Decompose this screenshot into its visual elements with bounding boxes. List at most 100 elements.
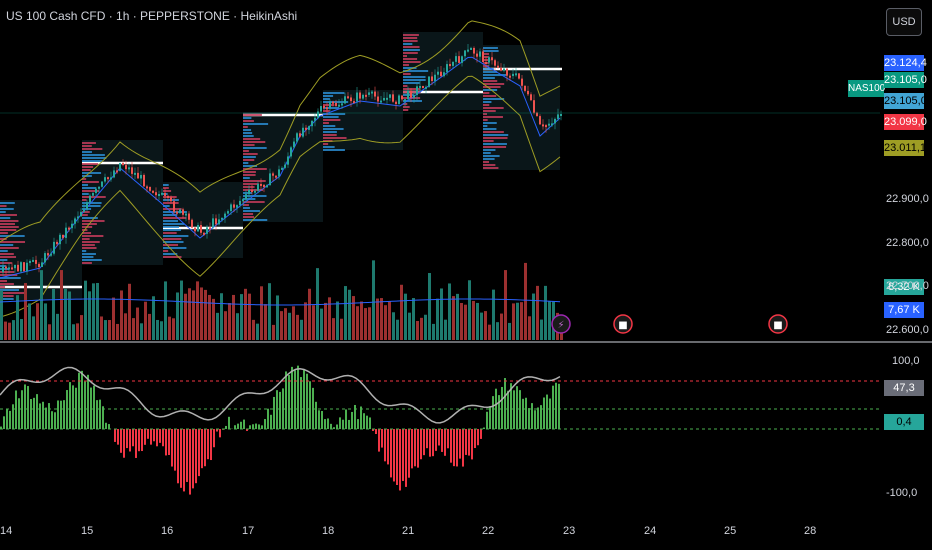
volume-profile-bar bbox=[163, 187, 169, 189]
volume-profile-bar bbox=[483, 152, 491, 154]
osc-hist-bar bbox=[321, 411, 323, 429]
candle-body bbox=[434, 74, 436, 82]
x-tick-label: 15 bbox=[81, 525, 94, 537]
volume-profile-bar bbox=[483, 158, 495, 160]
candle-body bbox=[92, 193, 94, 196]
volume-bar bbox=[92, 283, 95, 340]
osc-hist-bar bbox=[84, 381, 86, 429]
volume-profile-bar bbox=[483, 119, 488, 121]
osc-hist-bar bbox=[495, 388, 497, 429]
volume-profile-bar bbox=[163, 211, 187, 213]
candle-body bbox=[35, 259, 37, 264]
volume-profile-bar bbox=[0, 268, 10, 270]
osc-hist-bar bbox=[462, 429, 464, 467]
candle-body bbox=[266, 185, 268, 188]
candle-body bbox=[299, 133, 301, 137]
candle-body bbox=[89, 195, 91, 203]
volume-bar bbox=[260, 286, 263, 340]
osc-hist-bar bbox=[480, 429, 482, 439]
candle-body bbox=[419, 85, 421, 88]
volume-bar bbox=[64, 288, 67, 340]
osc-hist-bar bbox=[384, 429, 386, 462]
volume-profile-bar bbox=[403, 100, 422, 102]
volume-bar bbox=[468, 280, 471, 340]
volume-profile-bar bbox=[163, 241, 184, 243]
candle-body bbox=[44, 253, 46, 263]
volume-profile-bar bbox=[483, 50, 499, 52]
volume-bar bbox=[432, 323, 435, 340]
osc-hist-bar bbox=[270, 414, 272, 429]
volume-profile-bar bbox=[82, 232, 92, 234]
volume-profile-bar bbox=[243, 189, 264, 191]
osc-hist-bar bbox=[165, 429, 167, 456]
x-tick-label: 28 bbox=[804, 525, 817, 537]
volume-bar bbox=[80, 315, 83, 340]
volume-profile-bar bbox=[323, 95, 334, 97]
osc-hist-bar bbox=[513, 390, 515, 429]
volume-profile-bar bbox=[323, 110, 330, 112]
volume-bar bbox=[368, 307, 371, 340]
osc-hist-bar bbox=[381, 429, 383, 448]
osc-hist-bar bbox=[192, 429, 194, 489]
volume-profile-bar bbox=[0, 259, 8, 261]
volume-profile-bar bbox=[403, 85, 408, 87]
osc-hist-bar bbox=[183, 429, 185, 492]
osc-hist-bar bbox=[243, 419, 245, 429]
osc-hist-bar bbox=[180, 429, 182, 488]
volume-bar bbox=[364, 308, 367, 340]
volume-bar bbox=[428, 273, 431, 340]
osc-hist-bar bbox=[426, 429, 428, 449]
osc-hist-bar bbox=[414, 429, 416, 467]
osc-hist-bar bbox=[252, 424, 254, 429]
osc-hist-bar bbox=[552, 385, 554, 429]
volume-bar bbox=[388, 301, 391, 340]
volume-bar bbox=[112, 297, 115, 340]
volume-bar bbox=[500, 313, 503, 340]
candle-body bbox=[515, 73, 517, 76]
osc-hist-bar bbox=[312, 387, 314, 429]
candle-body bbox=[386, 97, 388, 100]
candle-body bbox=[476, 53, 478, 57]
volume-bar bbox=[544, 285, 547, 340]
osc-hist-bar bbox=[234, 425, 236, 429]
osc-hist-bar bbox=[102, 406, 104, 429]
volume-profile-bar bbox=[323, 143, 329, 145]
volume-profile-bar bbox=[163, 220, 178, 222]
candle-body bbox=[74, 218, 76, 224]
volume-bar bbox=[292, 306, 295, 340]
candle-body bbox=[344, 96, 346, 104]
volume-bar bbox=[380, 298, 383, 340]
volume-profile-bar bbox=[243, 213, 254, 215]
volume-profile-bar bbox=[483, 89, 498, 91]
candle-body bbox=[158, 194, 160, 197]
volume-bar bbox=[16, 295, 19, 340]
volume-profile-bar bbox=[323, 98, 330, 100]
currency-button[interactable]: USD bbox=[886, 8, 922, 36]
candle-body bbox=[170, 197, 172, 202]
candle-body bbox=[215, 218, 217, 225]
volume-profile-bar bbox=[483, 164, 496, 166]
volume-bar bbox=[48, 324, 51, 340]
volume-bar bbox=[444, 319, 447, 340]
candle-body bbox=[116, 170, 118, 173]
osc-hist-bar bbox=[30, 399, 32, 429]
volume-profile-bar bbox=[243, 144, 255, 146]
candle-body bbox=[47, 253, 49, 256]
osc-hist-bar bbox=[27, 386, 29, 429]
volume-profile-bar bbox=[0, 295, 14, 297]
osc-hist-bar bbox=[90, 387, 92, 429]
osc-hist-bar bbox=[417, 429, 419, 468]
candle-body bbox=[494, 60, 496, 66]
osc-hist-bar bbox=[279, 391, 281, 429]
osc-hist-bar bbox=[345, 409, 347, 429]
osc-hist-bar bbox=[492, 396, 494, 429]
volume-bar bbox=[20, 319, 23, 340]
candle-body bbox=[455, 56, 457, 62]
candle-body bbox=[233, 204, 235, 208]
volume-profile-bar bbox=[82, 199, 87, 201]
volume-profile-bar bbox=[243, 159, 255, 161]
volume-profile-bar bbox=[82, 178, 87, 180]
candle-body bbox=[5, 266, 7, 269]
candle-body bbox=[152, 190, 154, 193]
